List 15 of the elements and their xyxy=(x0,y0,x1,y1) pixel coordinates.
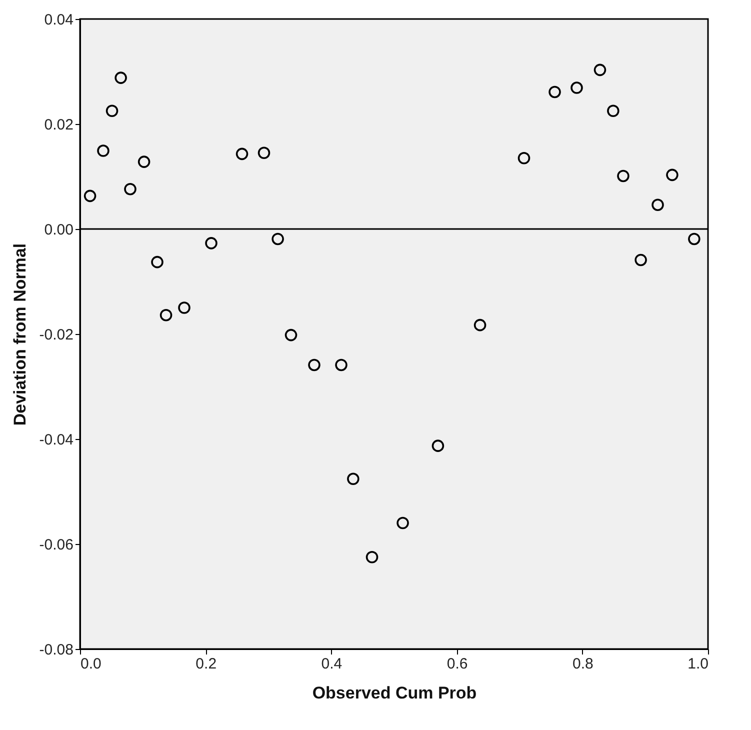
x-tick-label: 0.8 xyxy=(572,656,594,672)
y-tick-label: 0.00 xyxy=(44,222,74,238)
y-tick-label: -0.02 xyxy=(39,326,74,344)
x-axis-title: Observed Cum Prob xyxy=(312,684,477,702)
y-tick-label: -0.08 xyxy=(39,642,74,658)
x-tick-label: 1.0 xyxy=(688,656,708,672)
y-tick-label: -0.04 xyxy=(39,432,74,448)
y-tick-label: 0.02 xyxy=(44,116,74,134)
x-tick-label: 0.6 xyxy=(446,656,468,672)
y-axis-title: Deviation from Normal xyxy=(10,243,30,426)
x-tick-label: 0.4 xyxy=(321,656,342,672)
y-tick-label: -0.06 xyxy=(39,536,74,554)
x-tick-label: 0.0 xyxy=(80,656,102,672)
x-tick-label: 0.2 xyxy=(196,656,217,672)
y-tick-label: 0.04 xyxy=(44,12,74,28)
